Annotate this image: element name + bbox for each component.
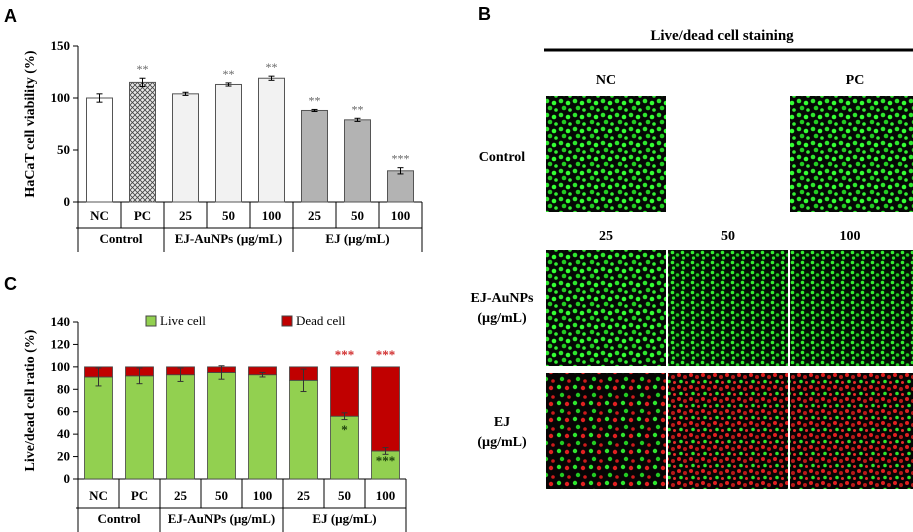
x-tick-label-6: 50 — [338, 488, 351, 503]
group-label-1: EJ-AuNPs (µg/mL) — [168, 511, 276, 526]
y-tick-label-5: 100 — [51, 359, 71, 374]
bar-dead-7 — [371, 366, 400, 452]
x-tick-label-3: 50 — [222, 208, 235, 223]
col-label-25: 25 — [599, 229, 613, 244]
col-label-nc: NC — [596, 73, 616, 88]
bar-a-6 — [344, 119, 371, 203]
group-label-2: EJ (µg/mL) — [312, 511, 376, 526]
x-tick-label-5: 25 — [297, 488, 311, 503]
bar-live-0 — [84, 376, 113, 480]
x-tick-label-2: 25 — [174, 488, 188, 503]
chart-c: C 0 20 40 60 80 100 120 140 Live/dead cell ratio… — [4, 274, 407, 532]
x-tick-label-7: 100 — [376, 488, 396, 503]
x-tick-label-1: PC — [131, 488, 148, 503]
y-tick-label-2: 40 — [57, 426, 70, 441]
significance-a-6: ** — [352, 102, 364, 116]
panel-b-staining: B Live/dead cell staining NC PC Control … — [470, 4, 913, 489]
significance-dead-6: *** — [335, 347, 355, 362]
bar-live-4 — [248, 374, 277, 480]
micrograph-ejaunps-100 — [790, 250, 913, 366]
significance-live-6: * — [341, 422, 348, 437]
x-tick-label-5: 25 — [308, 208, 322, 223]
group-label-0: Control — [97, 511, 140, 526]
y-axis-label: Live/dead cell ratio (%) — [23, 329, 38, 471]
y-tick-label-7: 140 — [51, 314, 71, 329]
col-label-50: 50 — [721, 229, 735, 244]
group-label-0: Control — [99, 231, 142, 246]
legend-label-live: Live cell — [160, 313, 206, 328]
x-tick-label-4: 100 — [253, 488, 273, 503]
row-label-control: Control — [479, 150, 526, 165]
bar-live-5 — [289, 379, 318, 480]
significance-live-7: *** — [376, 453, 396, 468]
row-label-ej-unit: (µg/mL) — [477, 435, 527, 450]
micrograph-ejaunps-25 — [546, 250, 666, 366]
x-tick-label-6: 50 — [351, 208, 364, 223]
panel-letter-b: B — [478, 4, 491, 24]
y-tick-label-3: 150 — [51, 38, 71, 53]
y-tick-label-4: 80 — [57, 381, 70, 396]
micrograph-ejaunps-50 — [668, 250, 788, 366]
panel-letter-c: C — [4, 274, 17, 294]
x-tick-label-0: NC — [89, 488, 108, 503]
x-tick-label-2: 25 — [179, 208, 193, 223]
bar-a-2 — [172, 93, 199, 203]
x-tick-label-3: 50 — [215, 488, 228, 503]
legend-label-dead: Dead cell — [296, 313, 346, 328]
panel-letter-a: A — [4, 6, 17, 26]
col-label-pc: PC — [846, 73, 865, 88]
bar-live-2 — [166, 374, 195, 480]
bar-a-4 — [258, 77, 285, 203]
bar-live-6 — [330, 415, 359, 480]
row-label-ejaunps-unit: (µg/mL) — [477, 311, 527, 326]
bar-a-3 — [215, 83, 242, 203]
micrograph-control-nc — [546, 96, 666, 212]
staining-title: Live/dead cell staining — [650, 28, 794, 44]
micrograph-ej-25 — [546, 373, 666, 489]
bar-a-5 — [301, 109, 328, 203]
micrograph-ej-100 — [790, 373, 913, 489]
bar-live-1 — [125, 375, 154, 480]
y-tick-label-1: 50 — [57, 142, 70, 157]
significance-a-5: ** — [309, 93, 321, 107]
significance-a-3: ** — [223, 67, 235, 81]
significance-a-1: ** — [137, 62, 149, 76]
row-label-ej: EJ — [494, 415, 510, 430]
x-tick-label-4: 100 — [262, 208, 282, 223]
x-tick-label-7: 100 — [391, 208, 411, 223]
bar-a-0 — [86, 97, 113, 203]
micrograph-ej-50 — [668, 373, 788, 489]
legend-swatch-dead — [281, 315, 293, 327]
y-tick-label-6: 120 — [51, 336, 71, 351]
y-tick-label-2: 100 — [51, 90, 71, 105]
bar-a-1 — [129, 81, 156, 203]
group-label-1: EJ-AuNPs (µg/mL) — [175, 231, 283, 246]
bar-live-3 — [207, 372, 236, 480]
y-axis-label: HaCaT cell viability (%) — [23, 50, 38, 197]
x-tick-label-1: PC — [134, 208, 151, 223]
row-label-ejaunps: EJ-AuNPs — [470, 291, 534, 306]
significance-dead-7: *** — [376, 347, 396, 362]
significance-a-4: ** — [266, 60, 278, 74]
significance-a-7: *** — [392, 152, 410, 166]
chart-a: A 0 50 100 150 HaCaT cell viability (%) NC PC 2… — [4, 6, 423, 252]
y-tick-label-0: 0 — [64, 471, 71, 486]
bar-dead-6 — [330, 366, 359, 417]
col-label-100: 100 — [840, 229, 861, 244]
legend-swatch-live — [145, 315, 157, 327]
y-tick-label-1: 20 — [57, 449, 70, 464]
micrograph-control-pc — [790, 96, 913, 212]
x-tick-label-0: NC — [90, 208, 109, 223]
group-label-2: EJ (µg/mL) — [325, 231, 389, 246]
bar-a-7 — [387, 170, 414, 203]
y-tick-label-3: 60 — [57, 404, 70, 419]
y-tick-label-0: 0 — [64, 194, 71, 209]
